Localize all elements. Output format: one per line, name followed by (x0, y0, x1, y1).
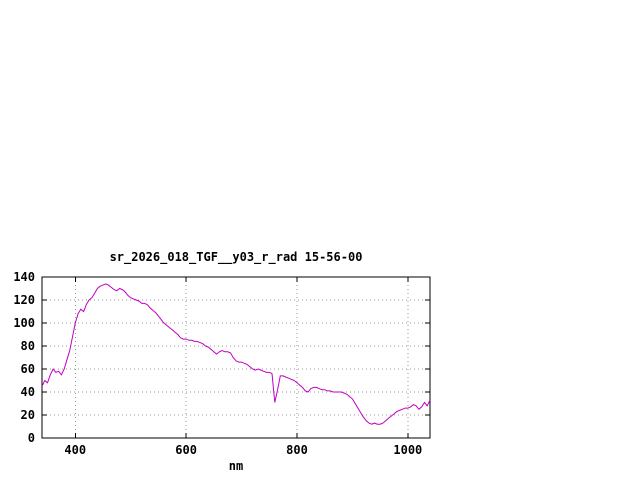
y-tick-label: 80 (21, 339, 35, 353)
plot-title: sr_2026_018_TGF__y03_r_rad 15-56-00 (109, 250, 363, 264)
plot-border (41, 276, 431, 439)
y-tick-label: 60 (21, 362, 35, 376)
x-tick-label: 600 (175, 443, 197, 457)
x-axis-label: nm (228, 459, 244, 473)
x-tick-label: 400 (64, 443, 86, 457)
x-tick-label: 800 (286, 443, 308, 457)
y-tick-label: 0 (28, 431, 35, 445)
y-tick-label: 120 (13, 293, 35, 307)
y-tick-label: 140 (13, 270, 35, 284)
y-tick-label: 40 (21, 385, 35, 399)
y-tick-label: 100 (13, 316, 35, 330)
data-line (41, 283, 431, 425)
x-tick-label: 1000 (393, 443, 422, 457)
y-tick-label: 20 (21, 408, 35, 422)
